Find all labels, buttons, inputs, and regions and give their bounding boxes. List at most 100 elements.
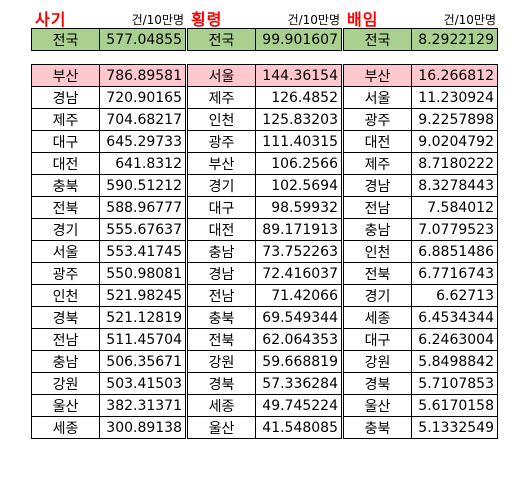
value-cell[interactable]: 125.83203 — [255, 108, 342, 131]
region-cell[interactable]: 부산 — [187, 152, 256, 175]
region-cell[interactable]: 전남 — [187, 284, 256, 307]
region-cell[interactable]: 전북 — [31, 196, 100, 219]
value-cell[interactable]: 704.68217 — [99, 108, 186, 131]
region-cell[interactable]: 서울 — [187, 64, 256, 87]
value-cell[interactable]: 300.89138 — [99, 416, 186, 439]
value-cell[interactable]: 555.67637 — [99, 218, 186, 241]
region-cell[interactable]: 충남 — [343, 218, 412, 241]
value-cell[interactable]: 111.40315 — [255, 130, 342, 153]
value-cell[interactable]: 786.89581 — [99, 64, 186, 87]
region-cell[interactable]: 울산 — [31, 394, 100, 417]
value-cell[interactable]: 8.7180222 — [411, 152, 498, 175]
region-cell[interactable]: 인천 — [31, 284, 100, 307]
region-cell[interactable]: 경기 — [31, 218, 100, 241]
region-cell[interactable]: 대전 — [187, 218, 256, 241]
region-cell[interactable]: 제주 — [187, 86, 256, 109]
value-cell[interactable]: 89.171913 — [255, 218, 342, 241]
value-cell[interactable]: 521.12819 — [99, 306, 186, 329]
value-cell[interactable]: 645.29733 — [99, 130, 186, 153]
national-value-cell[interactable]: 99.901607 — [255, 28, 342, 51]
region-cell[interactable]: 제주 — [343, 152, 412, 175]
value-cell[interactable]: 9.2257898 — [411, 108, 498, 131]
value-cell[interactable]: 59.668819 — [255, 350, 342, 373]
region-cell[interactable]: 경기 — [187, 174, 256, 197]
value-cell[interactable]: 720.90165 — [99, 86, 186, 109]
region-cell[interactable]: 세종 — [31, 416, 100, 439]
value-cell[interactable]: 102.5694 — [255, 174, 342, 197]
value-cell[interactable]: 57.336284 — [255, 372, 342, 395]
value-cell[interactable]: 71.42066 — [255, 284, 342, 307]
value-cell[interactable]: 98.59932 — [255, 196, 342, 219]
region-cell[interactable]: 충북 — [343, 416, 412, 439]
value-cell[interactable]: 41.548085 — [255, 416, 342, 439]
region-cell[interactable]: 경남 — [187, 262, 256, 285]
region-cell[interactable]: 강원 — [343, 350, 412, 373]
value-cell[interactable]: 6.7716743 — [411, 262, 498, 285]
region-cell[interactable]: 전북 — [343, 262, 412, 285]
value-cell[interactable]: 550.98081 — [99, 262, 186, 285]
value-cell[interactable]: 144.36154 — [255, 64, 342, 87]
value-cell[interactable]: 382.31371 — [99, 394, 186, 417]
national-value-cell[interactable]: 577.04855 — [99, 28, 186, 51]
value-cell[interactable]: 11.230924 — [411, 86, 498, 109]
region-cell[interactable]: 대구 — [343, 328, 412, 351]
region-cell[interactable]: 인천 — [343, 240, 412, 263]
value-cell[interactable]: 7.0779523 — [411, 218, 498, 241]
region-cell[interactable]: 경기 — [343, 284, 412, 307]
value-cell[interactable]: 588.96777 — [99, 196, 186, 219]
national-region-cell[interactable]: 전국 — [187, 28, 256, 51]
region-cell[interactable]: 전남 — [343, 196, 412, 219]
value-cell[interactable]: 8.3278443 — [411, 174, 498, 197]
region-cell[interactable]: 대구 — [31, 130, 100, 153]
region-cell[interactable]: 서울 — [343, 86, 412, 109]
value-cell[interactable]: 6.2463004 — [411, 328, 498, 351]
value-cell[interactable]: 521.98245 — [99, 284, 186, 307]
region-cell[interactable]: 충남 — [187, 240, 256, 263]
value-cell[interactable]: 641.8312 — [99, 152, 186, 175]
value-cell[interactable]: 5.7107853 — [411, 372, 498, 395]
region-cell[interactable]: 서울 — [31, 240, 100, 263]
region-cell[interactable]: 제주 — [31, 108, 100, 131]
region-cell[interactable]: 울산 — [343, 394, 412, 417]
value-cell[interactable]: 73.752263 — [255, 240, 342, 263]
value-cell[interactable]: 9.0204792 — [411, 130, 498, 153]
region-cell[interactable]: 경북 — [31, 306, 100, 329]
region-cell[interactable]: 광주 — [31, 262, 100, 285]
value-cell[interactable]: 506.35671 — [99, 350, 186, 373]
value-cell[interactable]: 553.41745 — [99, 240, 186, 263]
region-cell[interactable]: 대구 — [187, 196, 256, 219]
region-cell[interactable]: 광주 — [343, 108, 412, 131]
region-cell[interactable]: 부산 — [343, 64, 412, 87]
region-cell[interactable]: 경북 — [187, 372, 256, 395]
region-cell[interactable]: 세종 — [187, 394, 256, 417]
region-cell[interactable]: 부산 — [31, 64, 100, 87]
region-cell[interactable]: 울산 — [187, 416, 256, 439]
region-cell[interactable]: 강원 — [31, 372, 100, 395]
value-cell[interactable]: 7.584012 — [411, 196, 498, 219]
region-cell[interactable]: 세종 — [343, 306, 412, 329]
region-cell[interactable]: 충남 — [31, 350, 100, 373]
national-region-cell[interactable]: 전국 — [343, 28, 412, 51]
region-cell[interactable]: 전북 — [187, 328, 256, 351]
value-cell[interactable]: 503.41503 — [99, 372, 186, 395]
value-cell[interactable]: 6.62713 — [411, 284, 498, 307]
value-cell[interactable]: 5.1332549 — [411, 416, 498, 439]
value-cell[interactable]: 5.6170158 — [411, 394, 498, 417]
region-cell[interactable]: 경북 — [343, 372, 412, 395]
value-cell[interactable]: 49.745224 — [255, 394, 342, 417]
national-region-cell[interactable]: 전국 — [31, 28, 100, 51]
region-cell[interactable]: 대전 — [343, 130, 412, 153]
national-value-cell[interactable]: 8.2922129 — [411, 28, 498, 51]
value-cell[interactable]: 5.8498842 — [411, 350, 498, 373]
region-cell[interactable]: 전남 — [31, 328, 100, 351]
region-cell[interactable]: 경남 — [31, 86, 100, 109]
region-cell[interactable]: 강원 — [187, 350, 256, 373]
value-cell[interactable]: 6.4534344 — [411, 306, 498, 329]
region-cell[interactable]: 충북 — [187, 306, 256, 329]
value-cell[interactable]: 106.2566 — [255, 152, 342, 175]
value-cell[interactable]: 62.064353 — [255, 328, 342, 351]
region-cell[interactable]: 경남 — [343, 174, 412, 197]
region-cell[interactable]: 인천 — [187, 108, 256, 131]
region-cell[interactable]: 광주 — [187, 130, 256, 153]
value-cell[interactable]: 72.416037 — [255, 262, 342, 285]
